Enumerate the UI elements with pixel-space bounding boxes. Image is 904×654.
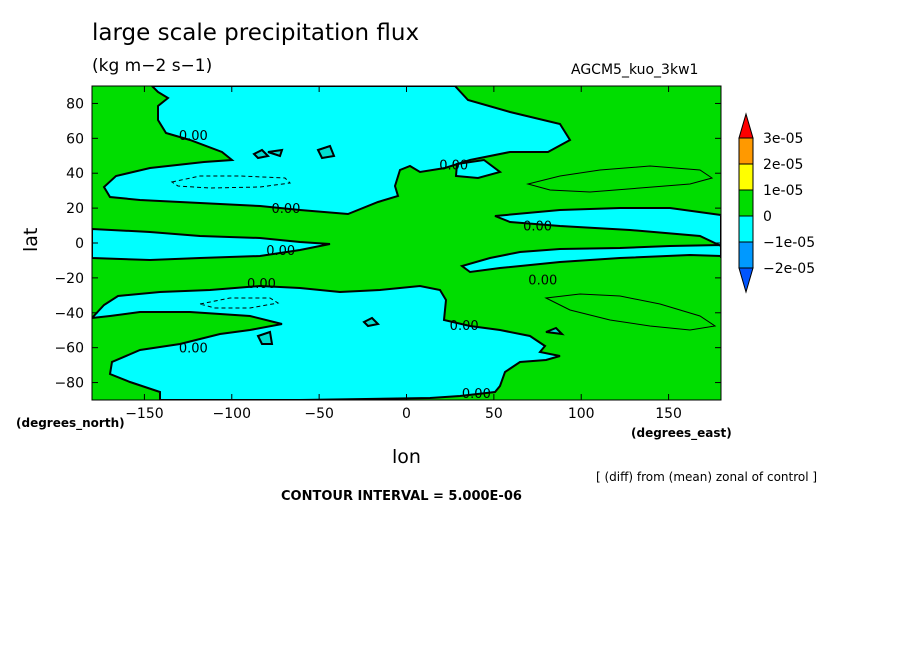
y-tick-label: 0 [75, 236, 84, 252]
colorbar-bottom-triangle [738, 267, 754, 294]
colorbar-segment [738, 241, 754, 269]
x-tick-label: 150 [655, 406, 682, 422]
negative-region-east-band [459, 207, 721, 274]
contour-label: 0.00 [271, 202, 300, 217]
colorbar-segment [738, 189, 754, 217]
colorbar: 3e-05 2e-05 1e-05 0 −1e-05 −2e-05 [738, 112, 815, 294]
difference-note: [ (diff) from (mean) zonal of control ] [596, 470, 818, 484]
thin-contour-north-east [526, 165, 714, 193]
colorbar-segment [738, 163, 754, 191]
x-tick-label: −100 [213, 406, 251, 422]
y-tick-label: 80 [66, 96, 84, 112]
contour-label: 0.00 [439, 159, 468, 174]
colorbar-label: 3e-05 [763, 131, 803, 147]
x-tick-label: −50 [304, 406, 334, 422]
negative-region-equatorial [92, 227, 331, 262]
colorbar-label: 2e-05 [763, 157, 803, 173]
y-tick-label: 60 [66, 131, 84, 147]
dashed-contour-north [170, 175, 292, 189]
axis-ticks: −150 −100 −50 0 50 100 150 80 60 40 20 0 −20 −40 −60 −8… [54, 86, 721, 422]
y-tick-label: 40 [66, 166, 84, 182]
x-tick-label: 100 [568, 406, 595, 422]
y-tick-label: −40 [54, 306, 84, 322]
negative-region-north-east [454, 158, 503, 180]
contour-label: 0.00 [462, 387, 491, 402]
y-tick-label: −60 [54, 341, 84, 357]
x-tick-label: 0 [402, 406, 411, 422]
colorbar-label: 1e-05 [763, 183, 803, 199]
x-tick-label: 50 [485, 406, 503, 422]
y-tick-label: −80 [54, 376, 84, 392]
x-axis-label: lon [392, 446, 421, 468]
dashed-contour-south [199, 297, 280, 309]
y-tick-label: 20 [66, 201, 84, 217]
contour-label: 0.00 [266, 244, 295, 259]
chart-units: (kg m−2 s−1) [92, 56, 213, 76]
x-tick-label: −150 [125, 406, 163, 422]
y-tick-label: −20 [54, 271, 84, 287]
colorbar-label: −2e-05 [763, 261, 815, 277]
x-axis-units: (degrees_east) [631, 426, 732, 440]
colorbar-label: −1e-05 [763, 235, 815, 251]
y-axis-units: (degrees_north) [16, 416, 125, 430]
contour-label: 0.00 [179, 342, 208, 357]
colorbar-segment [738, 137, 754, 165]
run-name: AGCM5_kuo_3kw1 [571, 62, 699, 78]
negative-region-north [102, 86, 572, 216]
contour-label: 0.00 [528, 274, 557, 289]
contour-label: 0.00 [247, 277, 276, 292]
contour-interval: CONTOUR INTERVAL = 5.000E-06 [281, 489, 522, 504]
plot-area [92, 86, 721, 400]
colorbar-segment [738, 215, 754, 243]
chart-title: large scale precipitation flux [92, 20, 420, 46]
negative-region-south [92, 284, 561, 400]
contour-label: 0.00 [523, 220, 552, 235]
contour-label: 0.00 [450, 319, 479, 334]
contour-label: 0.00 [179, 129, 208, 144]
thin-contour-south-east [544, 293, 717, 331]
colorbar-top-triangle [738, 112, 754, 139]
colorbar-label: 0 [763, 209, 772, 225]
contour-label-group: 0.00 0.00 0.00 0.00 0.00 0.00 0.00 0.00 0.00 0.00 [179, 129, 557, 402]
small-contour-islands [252, 144, 565, 345]
y-axis-label: lat [20, 227, 42, 252]
